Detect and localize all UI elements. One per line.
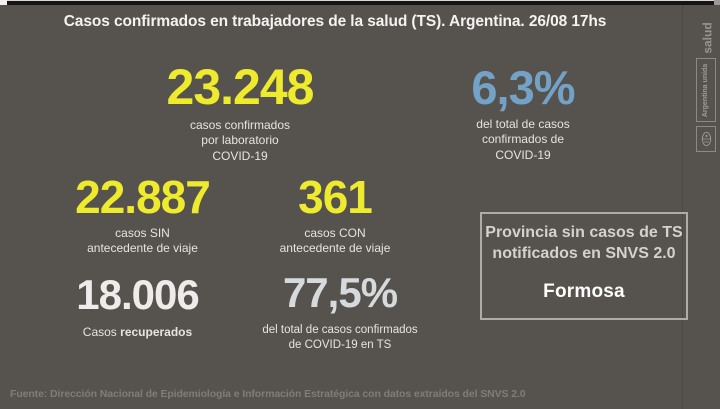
caption-line: antecedente de viaje — [87, 241, 198, 256]
stat-recovered: 18.006 Casos recuperados — [30, 274, 245, 340]
top-edge-light-strip — [0, 0, 720, 1]
heading-line: Provincia sin casos de TS — [485, 224, 683, 241]
sidebar-logo-box — [696, 126, 716, 152]
stat-travel-history-value: 361 — [298, 171, 373, 223]
stat-no-travel-history-caption: casos SIN antecedente de viaje — [25, 226, 260, 257]
stat-no-travel-history-value: 22.887 — [75, 171, 211, 223]
brand-text: Argentina unida — [702, 63, 710, 117]
stat-confirmed-lab-value: 23.248 — [166, 59, 315, 115]
province-without-cases-box: Provincia sin casos de TS notificados en… — [480, 212, 688, 320]
province-name: Formosa — [543, 280, 625, 302]
top-left-corner-mark — [0, 0, 7, 5]
caption-line: por laboratorio — [201, 133, 279, 148]
source-footnote: Fuente: Dirección Nacional de Epidemiolo… — [10, 388, 526, 400]
stat-confirmed-lab: 23.248 casos confirmados por laboratorio… — [120, 62, 360, 164]
heading-line: notificados en SNVS 2.0 — [492, 244, 676, 262]
page-title: Casos confirmados en trabajadores de la … — [63, 13, 607, 30]
caption-line: COVID-19 — [212, 148, 268, 163]
stat-confirmed-lab-caption: casos confirmados por laboratorio COVID-… — [120, 118, 360, 164]
caption-line: del total de casos — [476, 117, 570, 131]
caption-line: de COVID-19 en TS — [288, 338, 392, 351]
ministry-text: salud — [701, 22, 715, 54]
stat-percent-of-total-value: 6,3% — [471, 61, 575, 114]
stat-no-travel-history: 22.887 casos SIN antecedente de viaje — [25, 174, 260, 257]
caption-bold: recuperados — [120, 325, 193, 339]
stat-percent-of-total: 6,3% del total de casos confirmados de C… — [428, 64, 618, 163]
stat-travel-history-caption: casos CON antecedente de viaje — [245, 226, 425, 257]
stat-percent-of-ts-caption: del total de casos confirmados de COVID-… — [240, 323, 440, 352]
stat-percent-of-total-caption: del total de casos confirmados de COVID-… — [428, 117, 618, 163]
caption-line: del total de casos confirmados — [262, 324, 418, 336]
caption-line: COVID-19 — [495, 147, 551, 162]
caption-line: confirmados de — [481, 132, 565, 147]
sidebar-ministry-label: salud — [697, 18, 719, 58]
stat-recovered-value: 18.006 — [76, 271, 199, 318]
caption-regular: Casos — [82, 325, 121, 339]
coat-of-arms-icon — [701, 131, 711, 147]
stat-percent-of-ts-value: 77,5% — [282, 269, 398, 316]
caption-line: casos CON — [304, 226, 366, 240]
caption-line: casos confirmados — [189, 118, 291, 132]
caption-line: casos SIN — [115, 226, 170, 240]
stat-percent-of-ts: 77,5% del total de casos confirmados de … — [240, 272, 440, 352]
stat-recovered-caption: Casos recuperados — [30, 325, 245, 340]
province-box-heading: Provincia sin casos de TS notificados en… — [482, 223, 686, 265]
stat-travel-history: 361 casos CON antecedente de viaje — [245, 174, 425, 257]
sidebar-divider — [682, 5, 683, 409]
top-edge-dark-bar — [0, 1, 720, 5]
sidebar-brand-box: Argentina unida — [696, 58, 716, 122]
caption-line: antecedente de viaje — [279, 241, 391, 256]
top-right-corner-mark — [714, 0, 720, 5]
